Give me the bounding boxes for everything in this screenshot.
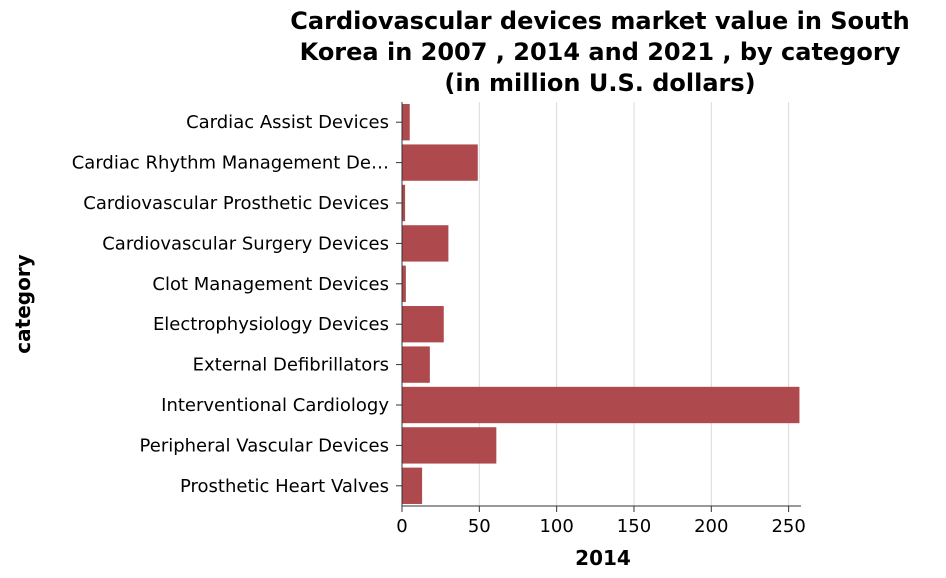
chart-title-line-1: Cardiovascular devices market value in S…: [290, 7, 910, 35]
y-tick-label: Peripheral Vascular Devices: [140, 435, 389, 456]
bar: [402, 184, 406, 222]
x-tick-label: 50: [468, 516, 491, 537]
x-axis-title: 2014: [575, 546, 631, 570]
y-tick-label: Clot Management Devices: [152, 274, 389, 295]
bar: [402, 306, 444, 343]
bar: [402, 427, 497, 464]
bar: [402, 104, 410, 141]
x-tick-label: 250: [771, 516, 805, 537]
y-tick-label: Cardiovascular Prosthetic Devices: [83, 193, 389, 214]
bars: [402, 104, 800, 504]
bar: [402, 467, 423, 504]
x-tick-label: 100: [539, 516, 573, 537]
y-tick-label: Cardiac Rhythm Management De…: [72, 153, 389, 174]
axes: [396, 102, 801, 512]
y-tick-label: Interventional Cardiology: [161, 395, 389, 416]
y-tick-labels: Cardiac Assist Devices Cardiac Rhythm Man…: [72, 112, 390, 497]
x-tick-label: 150: [617, 516, 651, 537]
bar: [402, 144, 478, 181]
bar: [402, 386, 800, 424]
y-tick-label: Prosthetic Heart Valves: [180, 476, 389, 497]
x-tick-label: 200: [694, 516, 728, 537]
x-tick-labels: 0 50 100 150 200 250: [396, 516, 806, 537]
y-tick-label: Cardiovascular Surgery Devices: [102, 233, 389, 254]
bar: [402, 265, 406, 302]
chart-title-line-2: Korea in 2007 , 2014 and 2021 , by categ…: [299, 38, 901, 66]
bar: [402, 346, 430, 383]
chart-title-line-3: (in million U.S. dollars): [444, 69, 756, 97]
chart-title: Cardiovascular devices market value in S…: [260, 6, 940, 99]
y-axis-title: category: [11, 254, 35, 353]
y-tick-label: External Defibrillators: [193, 355, 389, 376]
x-tick-label: 0: [396, 516, 407, 537]
bar: [402, 225, 449, 262]
gridlines: [478, 102, 790, 506]
y-tick-label: Cardiac Assist Devices: [186, 112, 389, 133]
y-tick-label: Electrophysiology Devices: [153, 314, 389, 335]
